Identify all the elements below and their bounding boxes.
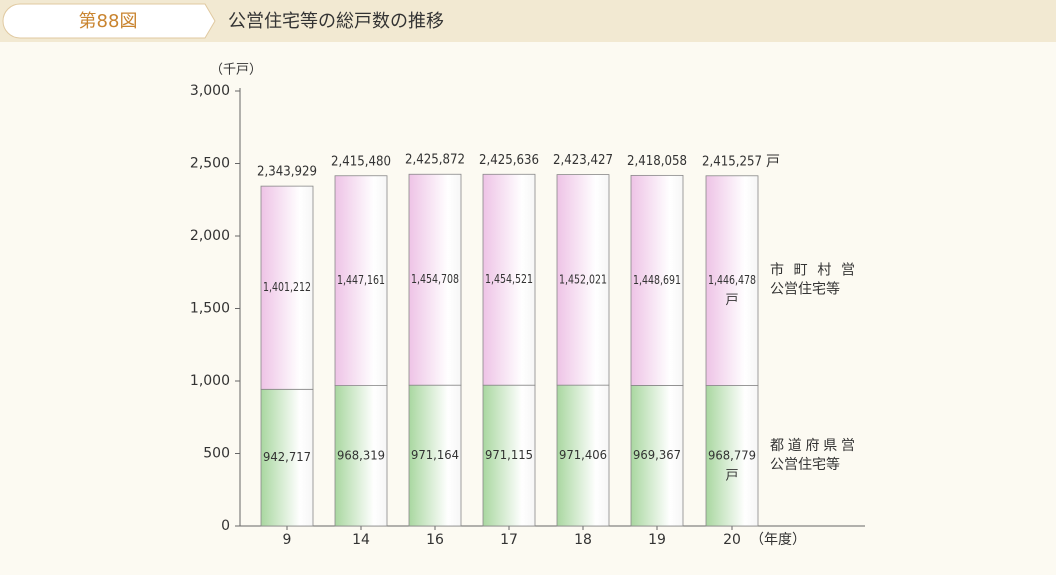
y-axis-label: （千戸） (210, 63, 262, 78)
bar-segment (705, 175, 759, 386)
total-label: 2,425,636 (479, 153, 539, 168)
value-label: 971,406 (559, 448, 607, 462)
value-label: 1,446,478 (708, 273, 756, 287)
bar-segment (260, 388, 314, 527)
y-tick-label: 3,000 (190, 83, 230, 99)
y-tick-label: 500 (203, 446, 230, 462)
bar-segment (482, 173, 536, 386)
bar-segment (556, 384, 610, 527)
legend-label: 都道府県営公営住宅等 (770, 438, 855, 473)
total-label: 2,423,427 (553, 153, 613, 168)
value-label: 1,447,161 (337, 273, 385, 287)
value-label: 1,454,708 (411, 272, 459, 286)
unit-label: 戸 (725, 468, 738, 483)
bar-segment (408, 173, 462, 386)
value-label: 969,367 (633, 448, 681, 462)
x-tick-label: 14 (352, 532, 370, 548)
x-tick-label: 17 (500, 532, 518, 548)
value-label: 1,401,212 (263, 280, 311, 294)
total-label: 2,425,872 (405, 153, 465, 168)
total-label: 2,343,929 (257, 165, 317, 180)
value-label: 968,319 (337, 448, 385, 462)
bar-segment (408, 384, 462, 527)
bar-segment (334, 175, 388, 386)
y-tick-label: 1,000 (190, 373, 230, 389)
value-label: 1,448,691 (633, 273, 681, 287)
bar-segment (705, 385, 759, 527)
x-tick-label: 18 (574, 532, 592, 548)
y-tick-label: 1,500 (190, 301, 230, 317)
value-label: 1,454,521 (485, 272, 533, 286)
value-label: 971,164 (411, 448, 459, 462)
x-tick-label: 16 (426, 532, 444, 548)
value-label: 971,115 (485, 448, 533, 462)
unit-label: 戸 (766, 154, 780, 170)
y-tick-label: 2,500 (190, 156, 230, 172)
bar-segment (630, 385, 684, 527)
value-label: 942,717 (263, 450, 311, 464)
total-label: 2,418,058 (627, 154, 687, 169)
x-tick-label: 19 (648, 532, 666, 548)
unit-label: 戸 (725, 293, 738, 308)
total-label: 2,415,257 (702, 154, 762, 169)
x-tick-label: 20 (723, 532, 741, 548)
bar-segment (630, 174, 684, 386)
header-title: 公営住宅等の総戸数の推移 (228, 11, 444, 32)
y-tick-label: 0 (221, 518, 230, 534)
bar-segment (556, 174, 610, 386)
total-label: 2,415,480 (331, 154, 391, 169)
value-label: 968,779 (708, 448, 756, 462)
bar-segment (482, 384, 536, 527)
x-axis-label: （年度） (750, 532, 806, 548)
value-label: 1,452,021 (559, 272, 607, 286)
figure-tab (2, 3, 216, 39)
x-tick-label: 9 (283, 532, 292, 548)
bar-segment (260, 185, 314, 390)
figure-number: 第88図 (79, 11, 138, 32)
bar-segment (334, 385, 388, 527)
y-tick-label: 2,000 (190, 228, 230, 244)
